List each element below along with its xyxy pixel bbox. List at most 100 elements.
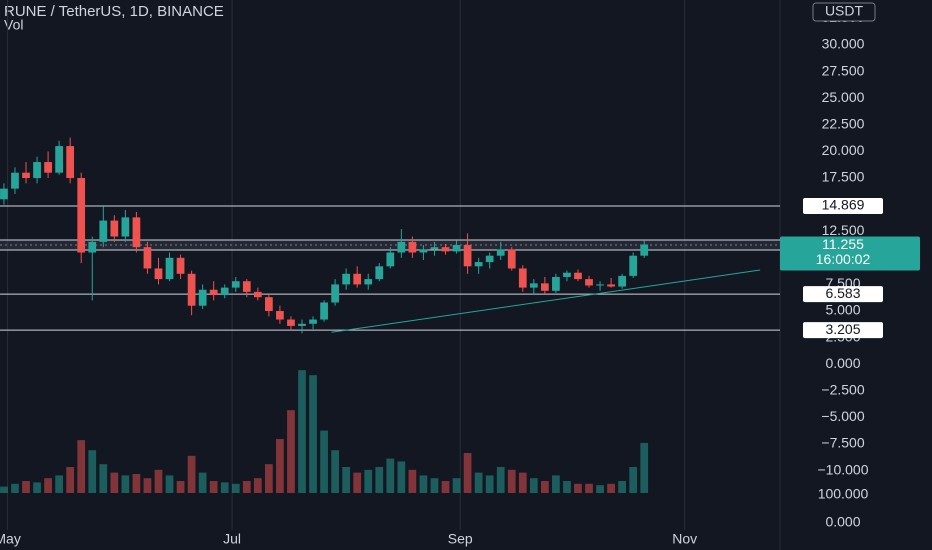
candle-body [253,291,262,298]
y-tick-label: 27.500 [822,62,865,78]
candle-body [441,247,450,252]
candle-body [518,268,527,288]
volume-bar [375,467,384,493]
volume-bar [463,453,472,493]
candle-body [0,188,8,200]
volume-bar [331,450,339,493]
candle-body [397,241,406,253]
volume-bar [585,483,593,493]
candle-body [44,162,52,173]
volume-bar [364,469,373,493]
candle-body [265,297,273,312]
candle-body [585,279,593,286]
candle-body [452,245,461,252]
volume-bar [298,370,306,493]
candle-body [88,241,97,253]
y-tick-label: −10.000 [818,461,869,477]
candle-body [11,172,19,189]
last-price-label: 11.255 [822,236,864,252]
volume-bar [320,430,328,493]
currency-label: USDT [825,3,864,19]
volume-bar [607,483,615,493]
volume-bar [276,439,284,493]
candle-body [77,178,86,253]
volume-bar [618,481,627,493]
volume-bar [0,486,8,493]
candle-body [375,266,384,280]
x-tick-label: Nov [672,531,697,547]
candle-body [386,252,395,267]
candle-body [22,172,30,179]
candle-body [364,279,373,285]
volume-bar [198,472,207,493]
candle-body [143,247,152,269]
candle-body [55,146,63,173]
candle-body [154,268,163,280]
candle-body [121,217,130,237]
candle-body [353,273,362,285]
y-tick-label: 22.500 [822,116,865,132]
volume-bar [518,472,527,493]
candle-body [529,283,538,288]
level-label: 3.205 [825,321,860,337]
volume-bar [397,461,406,493]
candle-body [507,249,516,269]
candle-body [298,323,306,326]
candle-body [99,220,108,242]
volume-bar [309,375,317,493]
y-tick-label: 0.000 [825,355,860,371]
candle-body [320,302,328,320]
candle-body [33,162,41,179]
y-tick-label: 25.000 [822,89,865,105]
volume-bar [496,467,505,493]
countdown: 16:00:02 [816,251,871,267]
y2-tick-label: 0.000 [825,514,860,530]
volume-bar [386,458,395,493]
volume-title: Vol [4,17,23,33]
volume-bar [110,472,119,493]
volume-bar [474,472,483,493]
candle-body [552,276,560,291]
chart-title: RUNE / TetherUS, 1D, BINANCE [4,3,224,20]
volume-bar [66,467,75,493]
volume-bar [485,475,494,493]
level-label: 14.869 [822,197,865,213]
volume-bar [419,475,428,493]
volume-bar [629,467,638,493]
volume-bar [287,410,295,493]
candle-body [408,241,417,253]
candle-body [496,249,505,256]
volume-bar [408,469,417,493]
volume-bar [452,478,461,493]
volume-pane [0,370,649,493]
volume-bar [353,472,362,493]
volume-bar [640,442,649,493]
volume-bar [231,483,240,493]
y-tick-label: 17.500 [822,169,865,185]
volume-bar [55,475,63,493]
volume-bar [342,467,351,493]
price-label-box [803,322,883,339]
x-tick-label: May [0,531,21,547]
volume-bar [154,469,163,493]
x-tick-label: Jul [223,531,241,547]
candle-body [198,289,207,306]
volume-bar [441,481,450,493]
candle-body [176,257,185,274]
volume-bar [596,485,604,493]
trendline [331,269,761,333]
volume-bar [132,474,141,493]
candle-body [618,275,627,287]
y-tick-label: −2.500 [821,382,864,398]
y-tick-label: 12.500 [822,222,865,238]
candle-body [309,319,317,324]
candle-body [419,249,428,253]
candle-body [165,257,174,280]
volume-bar [242,481,251,493]
candle-body [474,262,483,267]
volume-bar [33,482,41,493]
volume-bar [176,481,185,493]
volume-bar [121,475,130,493]
volume-bar [220,482,229,493]
